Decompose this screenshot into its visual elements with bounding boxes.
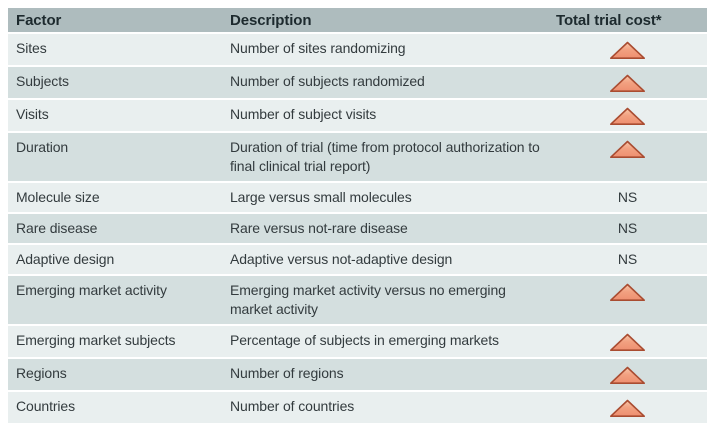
description-cell: Number of subject visits <box>230 106 377 122</box>
table-row: Countries Number of countries <box>8 392 707 423</box>
factor-cell: Molecule size <box>16 189 100 205</box>
factor-cell: Sites <box>16 40 47 56</box>
column-header-description: Description <box>230 12 312 29</box>
factor-cell: Countries <box>16 398 76 414</box>
cost-increase-triangle-icon <box>609 41 646 60</box>
description-cell: Large versus small molecules <box>230 189 412 205</box>
factor-cell: Emerging market subjects <box>16 332 176 348</box>
cost-ns-label: NS <box>617 220 638 236</box>
cost-increase-triangle-icon <box>609 107 646 126</box>
factor-cell: Emerging market activity <box>16 282 167 298</box>
description-cell: Number of sites randomizing <box>230 40 406 56</box>
description-cell: Percentage of subjects in emerging marke… <box>230 332 499 348</box>
cost-cell <box>548 100 707 131</box>
cost-cell <box>548 34 707 65</box>
trial-cost-factors-table: Factor Description Total trial cost* Sit… <box>8 8 707 423</box>
cost-cell: NS <box>548 245 707 274</box>
description-cell: Emerging market activity versus no emerg… <box>230 282 506 317</box>
description-cell: Number of countries <box>230 398 355 414</box>
table-row: Rare disease Rare versus not-rare diseas… <box>8 214 707 243</box>
factor-cell: Duration <box>16 139 69 155</box>
table-row: Duration Duration of trial (time from pr… <box>8 133 707 181</box>
description-cell: Number of regions <box>230 365 344 381</box>
cost-increase-triangle-icon <box>609 399 646 418</box>
table-row: Molecule size Large versus small molecul… <box>8 183 707 212</box>
cost-cell <box>548 276 707 324</box>
description-cell: Adaptive versus not-adaptive design <box>230 251 453 267</box>
cost-increase-triangle-icon <box>609 283 646 302</box>
table-row: Adaptive design Adaptive versus not-adap… <box>8 245 707 274</box>
cost-cell <box>548 67 707 98</box>
cost-ns-label: NS <box>617 251 638 267</box>
cost-cell <box>548 392 707 423</box>
cost-increase-triangle-icon <box>609 74 646 93</box>
table-row: Emerging market activity Emerging market… <box>8 276 707 324</box>
cost-ns-label: NS <box>617 189 638 205</box>
cost-increase-triangle-icon <box>609 366 646 385</box>
table-row: Subjects Number of subjects randomized <box>8 67 707 98</box>
factor-cell: Rare disease <box>16 220 98 236</box>
table-header-row: Factor Description Total trial cost* <box>8 8 707 32</box>
table-row: Regions Number of regions <box>8 359 707 390</box>
description-cell: Number of subjects randomized <box>230 73 425 89</box>
cost-cell: NS <box>548 183 707 212</box>
cost-cell <box>548 133 707 181</box>
column-header-total-trial-cost: Total trial cost* <box>556 12 662 29</box>
cost-increase-triangle-icon <box>609 333 646 352</box>
table-row: Sites Number of sites randomizing <box>8 34 707 65</box>
description-cell: Duration of trial (time from protocol au… <box>230 139 540 174</box>
table-row: Emerging market subjects Percentage of s… <box>8 326 707 357</box>
factor-cell: Adaptive design <box>16 251 115 267</box>
factor-cell: Subjects <box>16 73 69 89</box>
cost-cell <box>548 359 707 390</box>
cost-cell: NS <box>548 214 707 243</box>
factor-cell: Regions <box>16 365 67 381</box>
description-cell: Rare versus not-rare disease <box>230 220 408 236</box>
cost-increase-triangle-icon <box>609 140 646 159</box>
factor-cell: Visits <box>16 106 49 122</box>
column-header-factor: Factor <box>16 12 62 29</box>
cost-cell <box>548 326 707 357</box>
table-row: Visits Number of subject visits <box>8 100 707 131</box>
